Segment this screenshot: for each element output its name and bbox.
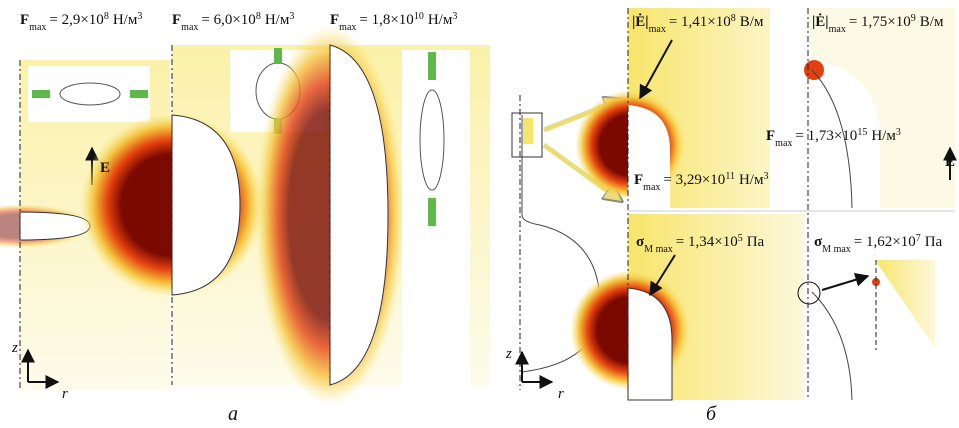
formula-mantissa: = 1,73×10 — [795, 128, 857, 144]
formula-exponent: 15 — [857, 127, 867, 138]
formula-lhs-sub: max — [829, 24, 846, 35]
formula-mantissa: = 1,34×10 — [676, 234, 738, 250]
panel-a: E z r а — [0, 25, 490, 425]
axis-r-label: r — [558, 386, 564, 402]
formula-lhs-sub: M max — [644, 244, 673, 255]
formula-unit: Па — [925, 234, 943, 250]
formula-lhs: |Ė| — [632, 13, 649, 30]
formula-exponent: 5 — [738, 233, 743, 244]
formula-lhs-sub: max — [775, 138, 792, 149]
zoom-arrow — [822, 276, 868, 290]
axis-z-label: z — [11, 340, 18, 356]
formula-lhs: F — [172, 12, 181, 28]
formula-lhs-sub: max — [29, 22, 46, 33]
formula-unit: Н/м — [871, 128, 896, 144]
formula-lhs-sub: max — [339, 22, 356, 33]
formula-unit-exp: 3 — [763, 171, 768, 182]
formula-mantissa: = 1,75×10 — [849, 14, 911, 30]
formula-unit-exp: 3 — [896, 127, 901, 138]
formula-exponent: 7 — [916, 233, 921, 244]
formula-label: Fmax= 2,9×108 Н/м3 — [20, 11, 142, 33]
formula-unit-exp: 3 — [452, 11, 457, 22]
formula-lhs-sub: max — [181, 22, 198, 33]
formula-mantissa: = 1,41×10 — [669, 14, 731, 30]
formula-mantissa: = 2,9×10 — [49, 12, 103, 28]
background — [770, 8, 804, 208]
formula-label: Fmax= 1,8×1010 Н/м3 — [330, 11, 457, 33]
formula-label: Fmax= 6,0×108 Н/м3 — [172, 11, 294, 33]
formula-lhs-sub: max — [643, 182, 660, 193]
formula-lhs-sub: M max — [822, 244, 851, 255]
formula-unit: Н/м — [265, 12, 290, 28]
field-hotspot — [804, 60, 824, 80]
formula-lhs: |Ė| — [812, 13, 829, 30]
formula-lhs: F — [634, 172, 643, 188]
outline — [812, 292, 852, 400]
formula-lhs: F — [766, 128, 775, 144]
field-label: E — [100, 160, 110, 176]
formula-exponent: 8 — [256, 11, 261, 22]
formula-exponent: 8 — [104, 11, 109, 22]
caption: а — [228, 403, 238, 425]
formula-exponent: 10 — [414, 11, 424, 22]
caption: б — [706, 403, 717, 425]
formula-lhs: F — [330, 12, 339, 28]
formula-lhs-sub: max — [649, 24, 666, 35]
field-map — [875, 260, 935, 348]
axis-z-label: z — [505, 346, 512, 362]
field-map — [523, 118, 533, 144]
formula-exponent: 8 — [731, 13, 736, 24]
formula-unit-exp: 3 — [289, 11, 294, 22]
formula-unit-exp: 3 — [137, 11, 142, 22]
panel-b: z r E б — [505, 8, 955, 425]
formula-exponent: 9 — [911, 13, 916, 24]
formula-unit: В/м — [920, 14, 944, 30]
figure: E z r а z r E б Fmax= 2,9×108Н/м3Fmax= 6… — [0, 0, 959, 428]
formula-unit: Па — [747, 234, 765, 250]
formula-mantissa: = 1,62×10 — [854, 234, 916, 250]
axis-r-label: r — [62, 386, 68, 402]
formula-lhs: F — [20, 12, 29, 28]
formula-unit: Н/м — [428, 12, 453, 28]
field-label: E — [945, 154, 955, 170]
formula-mantissa: = 1,8×10 — [359, 12, 413, 28]
formula-mantissa: = 3,29×10 — [663, 172, 725, 188]
formula-exponent: 11 — [725, 171, 735, 182]
formula-mantissa: = 6,0×10 — [201, 12, 255, 28]
formula-unit: Н/м — [113, 12, 138, 28]
formula-unit: В/м — [740, 14, 764, 30]
formula-unit: Н/м — [739, 172, 764, 188]
